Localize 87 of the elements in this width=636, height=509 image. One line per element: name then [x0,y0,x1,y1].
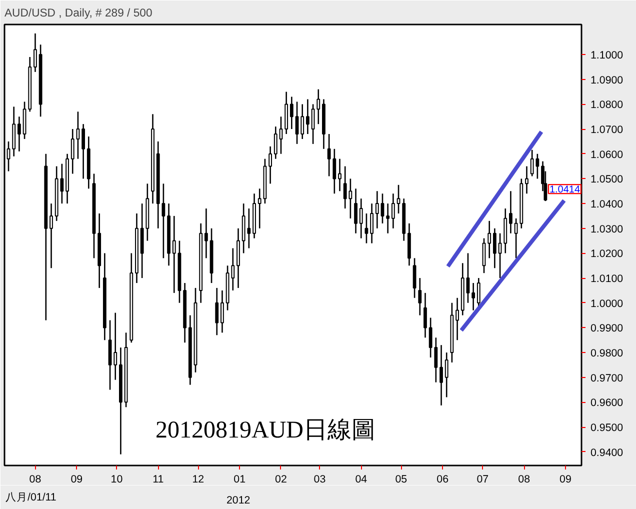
candlestick [424,292,427,338]
y-tick-label: 1.1000 [590,50,624,62]
candlestick [428,317,432,358]
y-tick-label: 1.0100 [590,273,624,286]
candlestick [488,220,492,259]
candlestick [82,123,86,180]
y-tick-label: 1.0600 [590,148,624,161]
x-tick-label: 10 [110,474,123,486]
candlestick [311,104,315,145]
candlestick [220,290,224,334]
candlestick [418,277,422,316]
candlestick [162,183,166,259]
candlestick [279,116,283,155]
x-tick-label: 03 [314,474,326,486]
y-tick-label: 0.9600 [590,397,624,410]
x-tick-label: 12 [192,474,204,486]
text: 八月/01/11 [6,492,56,504]
x-tick-label: 02 [275,474,287,486]
y-tick-label: 1.0400 [590,198,624,211]
candlestick [514,218,518,259]
x-tick-label: 06 [436,474,449,486]
candlestick [17,116,21,152]
candlestick [509,190,512,234]
y-tick-label: 0.9700 [590,372,624,384]
x-tick-label: 08 [518,474,530,486]
candlestick [274,126,278,160]
candlestick [338,158,342,192]
candlestick [396,184,400,214]
candlestick [258,188,262,230]
y-tick-label: 1.0200 [590,248,624,260]
candlestick [268,146,272,184]
y-tick-label: 0.9800 [590,348,624,360]
candlestick [476,277,480,308]
candlestick [434,336,438,383]
x-tick-label: 01 [234,474,246,486]
x-tick-label: 07 [476,474,489,486]
candlestick [332,148,336,194]
candlestick [215,287,219,336]
candlestick [412,258,416,299]
annotation: 1.0414 [549,184,580,196]
y-tick-label: 1.0000 [590,298,624,310]
candlestick [50,202,53,269]
candlestick [327,133,331,177]
candlestick [370,202,374,244]
y-tick-label: 0.9900 [590,322,624,335]
candlestick [172,215,176,294]
candlestick [525,166,528,194]
candlestick [300,104,304,140]
y-tick-label: 1.0700 [590,124,624,136]
candlestick [114,312,118,380]
x-tick-label: 05 [395,474,408,486]
text: 2012 [226,494,250,506]
chart-title: AUD/USD , Daily, # 289 / 500 [4,8,152,20]
candlestick [466,252,470,304]
y-tick-label: 1.0900 [590,74,624,86]
candlestick [359,198,363,239]
candlestick [76,111,80,160]
candlestick [386,202,390,234]
candlestick [316,88,320,125]
candlestick [306,98,310,135]
y-tick-label: 0.9500 [590,422,624,434]
x-tick-label: 04 [355,474,368,486]
candlestick [391,192,395,230]
candlestick [472,282,476,311]
candlestick [70,128,74,174]
candlestick [375,190,379,230]
y-tick-label: 1.0800 [590,99,624,112]
y-tick-label: 0.9400 [590,446,624,459]
candlestick [380,192,384,224]
x-tick-label: 11 [152,474,164,486]
candlestick [204,208,208,259]
candlestick [6,140,10,172]
candlestick [456,297,459,341]
candlestick [444,352,448,398]
x-tick-label: 09 [560,474,572,486]
y-tick-label: 1.0500 [590,174,624,186]
candlestick [290,96,294,130]
x-tick-label: 08 [29,474,42,486]
candlestick [492,228,496,269]
candlestick [34,32,37,73]
candlestick [354,188,358,234]
annotation: 20120819AUD日線圖 [156,418,376,444]
x-tick-label: 09 [70,474,83,486]
y-tick-label: 1.0300 [590,223,624,236]
candlestick [440,344,443,406]
candlestick [295,101,299,145]
candlestick [364,212,368,244]
